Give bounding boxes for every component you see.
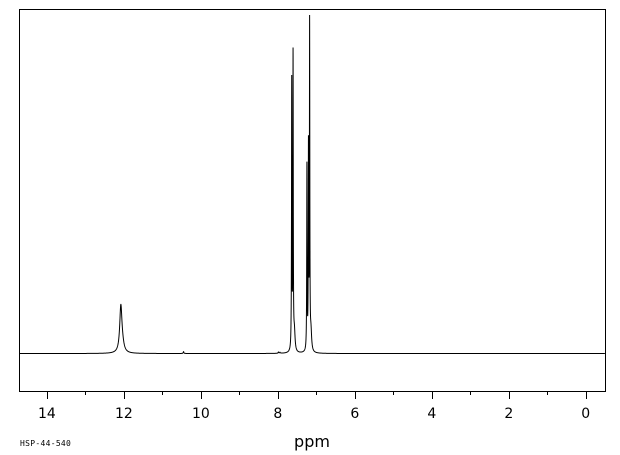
x-tick-label: 10 [192, 406, 210, 422]
x-tick-label: 8 [273, 406, 282, 422]
x-tick-label: 4 [427, 406, 436, 422]
plot-frame [19, 9, 606, 392]
x-tick-label: 0 [581, 406, 590, 422]
x-tick-label: 2 [504, 406, 513, 422]
spectrum-id-label: HSP-44-540 [20, 439, 71, 448]
x-axis-title: ppm [294, 432, 330, 451]
spectrum-line [20, 14, 605, 355]
x-tick-label: 12 [115, 406, 133, 422]
x-axis: 14 12 10 8 6 4 2 0 [38, 391, 590, 422]
x-tick-label: 6 [350, 406, 359, 422]
x-tick-label: 14 [38, 406, 56, 422]
